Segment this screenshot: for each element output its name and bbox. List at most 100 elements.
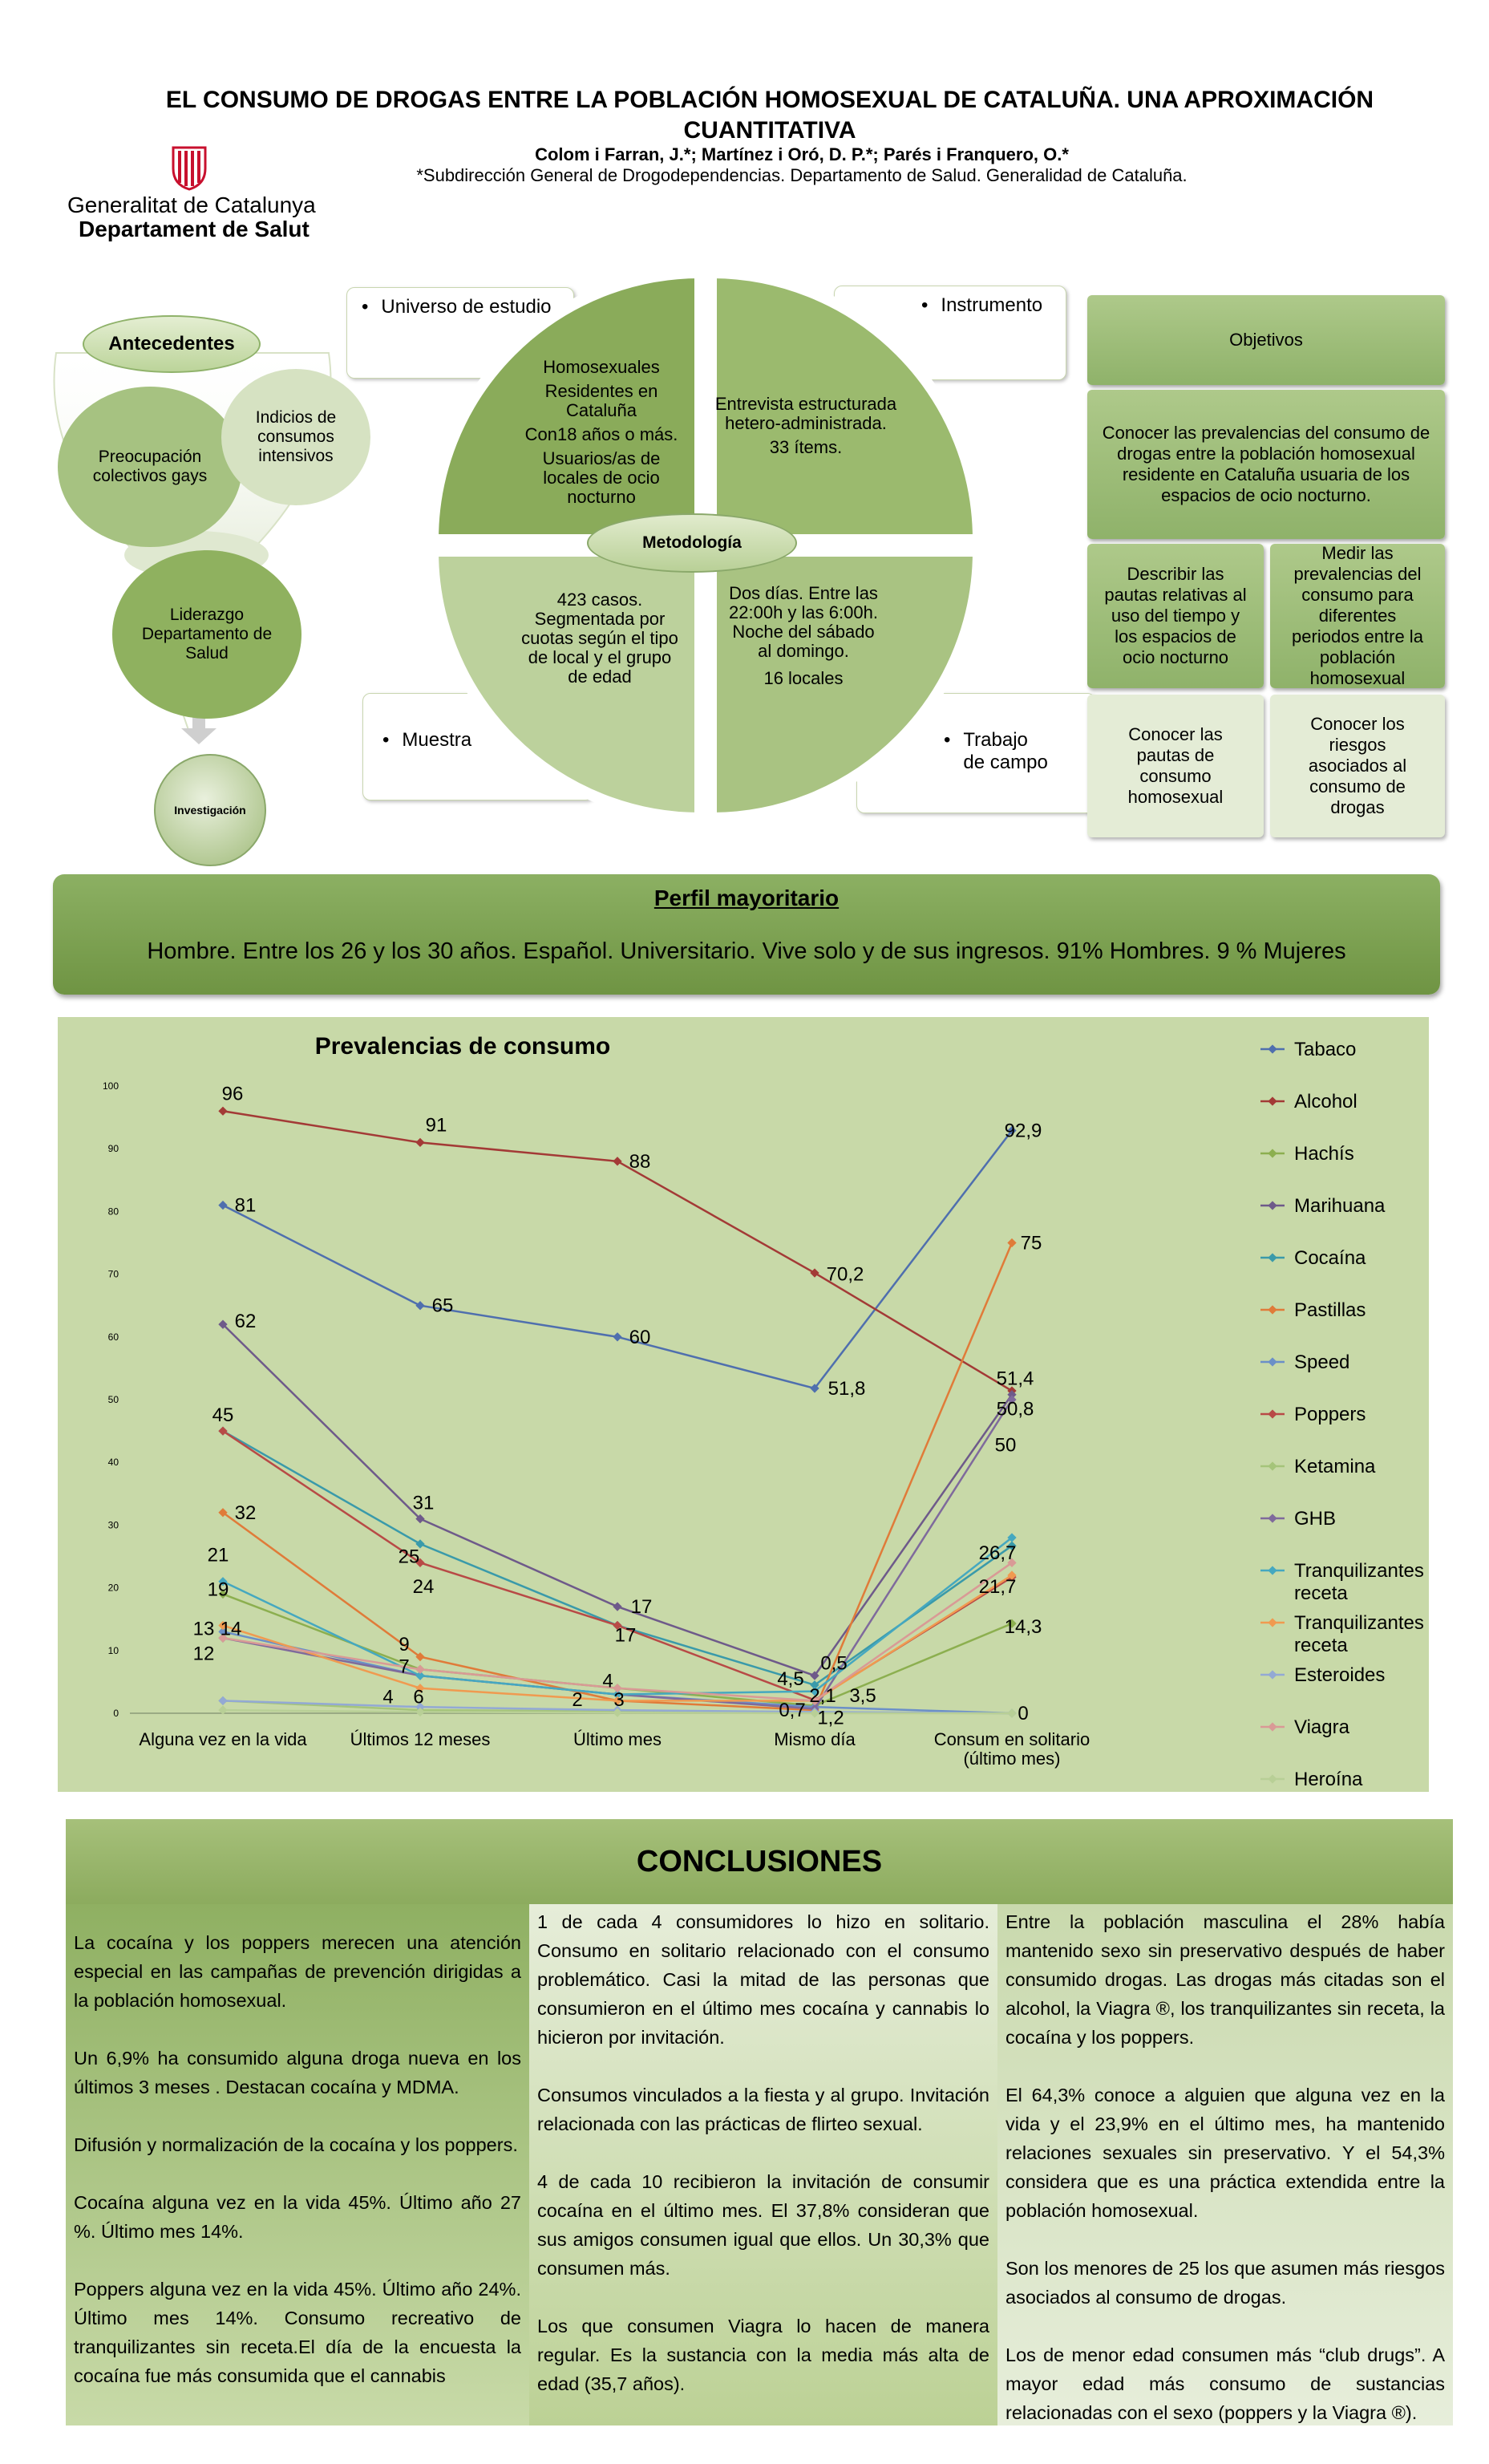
data-label: 51,8 (828, 1378, 866, 1400)
legend-marker (1268, 1670, 1277, 1680)
data-point (1007, 1390, 1017, 1400)
data-point (613, 1684, 622, 1693)
data-label: 31 (413, 1493, 435, 1514)
data-label: 0 (1018, 1703, 1028, 1724)
data-point (218, 1200, 228, 1210)
x-tick-label: (último mes) (963, 1749, 1060, 1769)
y-tick-label: 10 (108, 1645, 119, 1656)
objetivo-3: Conocer las pautas de consumo homosexual (1087, 695, 1264, 837)
x-tick-label: Último mes (573, 1729, 662, 1749)
perfil-title: Perfil mayoritario (653, 886, 840, 910)
data-point (810, 1671, 819, 1680)
objetivos-title: Objetivos (1087, 295, 1445, 385)
y-tick-label: 0 (113, 1708, 119, 1719)
legend-marker (1268, 1149, 1277, 1158)
affiliation: *Subdirección General de Drogodependenci… (416, 165, 1188, 185)
data-point (415, 1707, 425, 1717)
data-point (1007, 1570, 1017, 1580)
legend-marker (1268, 1722, 1277, 1732)
legend-marker (1268, 1305, 1277, 1315)
data-point (1007, 1238, 1017, 1248)
data-point (810, 1708, 819, 1718)
y-tick-label: 80 (108, 1206, 119, 1217)
conclusiones-col3: Entre la población masculina el 28% habí… (997, 1904, 1453, 2426)
conclusion-paragraph: Difusión y normalización de la cocaína y… (74, 2134, 518, 2155)
data-label: 0,5 (820, 1652, 847, 1674)
data-label: 32 (235, 1502, 257, 1524)
data-label: 50 (995, 1434, 1017, 1456)
conclusion-paragraph: Los que consumen Viagra lo hacen de mane… (537, 2316, 989, 2394)
data-label: 21,7 (979, 1576, 1017, 1598)
metodologia-quadrants (427, 266, 985, 825)
legend-label: Tranquilizantes sin (1294, 1612, 1429, 1634)
data-point (415, 1539, 425, 1549)
legend-marker (1268, 1201, 1277, 1210)
data-point (415, 1664, 425, 1674)
conclusiones-col1: La cocaína y los poppers merecen una ate… (66, 1904, 529, 2426)
legend-marker (1268, 1409, 1277, 1419)
data-label: 92,9 (1005, 1121, 1042, 1142)
data-point (218, 1426, 228, 1436)
conclusion-paragraph: La cocaína y los poppers merecen una ate… (74, 1932, 521, 2011)
antecedentes-item2: Indicios de consumos intensivos (221, 369, 370, 505)
conclusion-paragraph: Entre la población masculina el 28% habí… (1005, 1911, 1445, 2048)
logo-line2: Departament de Salut (79, 217, 310, 241)
data-point (1007, 1395, 1017, 1404)
data-label: 60 (629, 1327, 651, 1348)
data-label: 6 (413, 1687, 423, 1708)
conclusion-paragraph: 4 de cada 10 recibieron la invitación de… (537, 2171, 989, 2279)
data-label: 4 (602, 1670, 613, 1692)
data-label: 96 (222, 1083, 244, 1104)
data-point (1007, 1541, 1017, 1550)
universo-box: • Universo de estudio (346, 287, 574, 379)
legend-label: Cocaína (1294, 1247, 1366, 1269)
trabajo-label: Trabajo de campo (963, 729, 1048, 773)
data-label: 2,1 (809, 1685, 836, 1707)
data-label: 9 (399, 1634, 409, 1656)
series-line (222, 1537, 1013, 1696)
data-point (218, 1620, 228, 1631)
antecedentes-item1: Preocupación colectivos gays (58, 387, 242, 547)
data-label: 75 (1021, 1233, 1042, 1254)
data-point (218, 1106, 228, 1116)
metodologia-center: Metodología (587, 513, 797, 573)
legend-label: Tranquilizantes con (1294, 1560, 1429, 1582)
legend-marker (1268, 1514, 1277, 1523)
conclusion-paragraph: Cocaína alguna vez en la vida 45%. Últim… (74, 2192, 521, 2242)
data-label: 0,7 (779, 1700, 805, 1721)
y-tick-label: 20 (108, 1583, 119, 1594)
legend-marker (1268, 1566, 1277, 1575)
data-point (810, 1268, 819, 1278)
data-point (415, 1671, 425, 1680)
conclusion-paragraph: 1 de cada 4 consumidores lo hizo en soli… (537, 1911, 989, 2048)
conclusion-paragraph: Consumos vinculados a la fiesta y al gru… (537, 2085, 989, 2134)
bullet: • (944, 729, 951, 751)
conclusion-paragraph: Poppers alguna vez en la vida 45%. Últim… (74, 2279, 521, 2386)
data-label: 3 (613, 1689, 624, 1711)
perfil-text: Hombre. Entre los 26 y los 30 años. Espa… (147, 938, 1346, 964)
data-point (1007, 1125, 1017, 1136)
objetivo-2: Medir las prevalencias del consumo para … (1270, 543, 1445, 688)
y-tick-label: 30 (108, 1519, 119, 1530)
data-label: 65 (432, 1295, 454, 1317)
data-label: 3,5 (849, 1685, 876, 1707)
x-tick-label: Alguna vez en la vida (139, 1729, 307, 1749)
data-point (613, 1620, 622, 1631)
legend-marker (1268, 1096, 1277, 1106)
data-label: 12 (193, 1643, 215, 1665)
data-label: 1,2 (817, 1707, 844, 1728)
data-point (218, 1577, 228, 1587)
bullet: • (382, 729, 390, 751)
objetivo-1: Describir las pautas relativas al uso de… (1087, 544, 1264, 688)
legend-marker (1268, 1253, 1277, 1262)
series-line (222, 1430, 1013, 1687)
q-instrumento: Entrevista estructurada hetero-administr… (714, 394, 897, 457)
x-tick-label: Últimos 12 meses (350, 1729, 491, 1749)
legend-label: Ketamina (1294, 1456, 1376, 1477)
data-point (415, 1702, 425, 1712)
data-label: 24 (413, 1576, 435, 1598)
senyera-emblem-icon (172, 146, 207, 191)
y-tick-label: 50 (108, 1394, 119, 1405)
legend-label: Heroína (1294, 1769, 1363, 1790)
